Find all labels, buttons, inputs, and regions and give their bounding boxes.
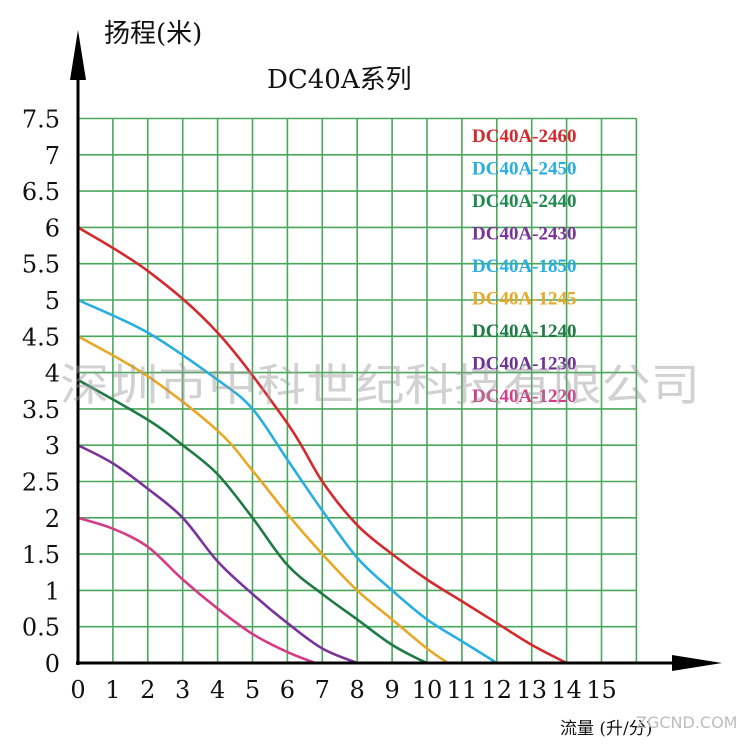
x-tick-label: 2	[140, 676, 155, 704]
legend-item: DC40A-2430	[472, 224, 577, 245]
x-tick-label: 1	[105, 676, 120, 704]
y-tick-label: 4	[45, 360, 60, 388]
legend-item: DC40A-1240	[472, 321, 577, 342]
y-tick-label: 2	[45, 505, 60, 533]
x-tick-label: 15	[586, 676, 617, 704]
y-axis-label: 扬程(米)	[104, 19, 202, 49]
x-tick-label: 12	[482, 676, 513, 704]
legend-item: DC40A-1245	[472, 289, 577, 310]
series-line	[78, 298, 498, 663]
y-tick-label: 7.5	[22, 106, 60, 134]
x-tick-label: 3	[175, 676, 190, 704]
legend-item: DC40A-1850	[472, 256, 577, 277]
y-tick-label: 6	[45, 214, 60, 242]
series-line	[78, 444, 358, 663]
x-tick-label: 7	[315, 676, 330, 704]
y-tick-label: 0.5	[22, 614, 60, 642]
legend-item: DC40A-2440	[472, 191, 577, 212]
legend-item: DC40A-2460	[472, 126, 577, 147]
legend-item: DC40A-2450	[472, 159, 577, 180]
x-axis-arrow	[672, 655, 722, 671]
x-tick-label: 10	[412, 676, 443, 704]
y-tick-label: 5	[45, 287, 60, 315]
series-line	[78, 516, 316, 663]
y-tick-label: 3.5	[22, 396, 60, 424]
y-tick-label: 2.5	[22, 469, 60, 497]
series-line	[78, 226, 568, 663]
series-line	[78, 335, 449, 663]
y-tick-label: 3	[45, 432, 60, 460]
x-tick-label: 6	[280, 676, 295, 704]
y-tick-label: 4.5	[22, 323, 60, 351]
y-axis-arrow	[70, 30, 86, 80]
y-tick-label: 5.5	[22, 251, 60, 279]
y-tick-label: 1.5	[22, 541, 60, 569]
y-tick-label: 1	[45, 577, 60, 605]
x-tick-label: 13	[516, 676, 547, 704]
axes	[70, 30, 722, 671]
x-tick-label: 8	[350, 676, 365, 704]
series-line	[78, 378, 434, 663]
x-tick-label: 4	[210, 676, 225, 704]
legend-item: DC40A-1220	[472, 386, 577, 407]
x-tick-label: 0	[70, 676, 85, 704]
x-axis-label: 流量 (升/分)	[560, 719, 652, 739]
y-tick-label: 7	[45, 142, 60, 170]
x-tick-label: 11	[447, 676, 478, 704]
x-tick-label: 14	[551, 676, 582, 704]
y-tick-label: 0	[45, 650, 60, 678]
x-tick-label: 9	[384, 676, 399, 704]
chart-title: DC40A系列	[267, 65, 412, 95]
watermark: 深圳市中科世纪科技有限公司	[60, 360, 700, 411]
legend-item: DC40A-1230	[472, 354, 577, 375]
series-lines	[78, 226, 568, 663]
source-mark: ZGCND.COM	[636, 713, 737, 732]
x-tick-label: 5	[245, 676, 260, 704]
tick-labels: 0 1 2 3 4 5 6 7 8 9 10 11 12 13 14 1500.511.522.533.544…	[22, 106, 617, 705]
y-tick-label: 6.5	[22, 178, 60, 206]
legend: DC40A-2460 DC40A-2450 DC40A-2440 DC40A-2430…	[472, 126, 577, 407]
